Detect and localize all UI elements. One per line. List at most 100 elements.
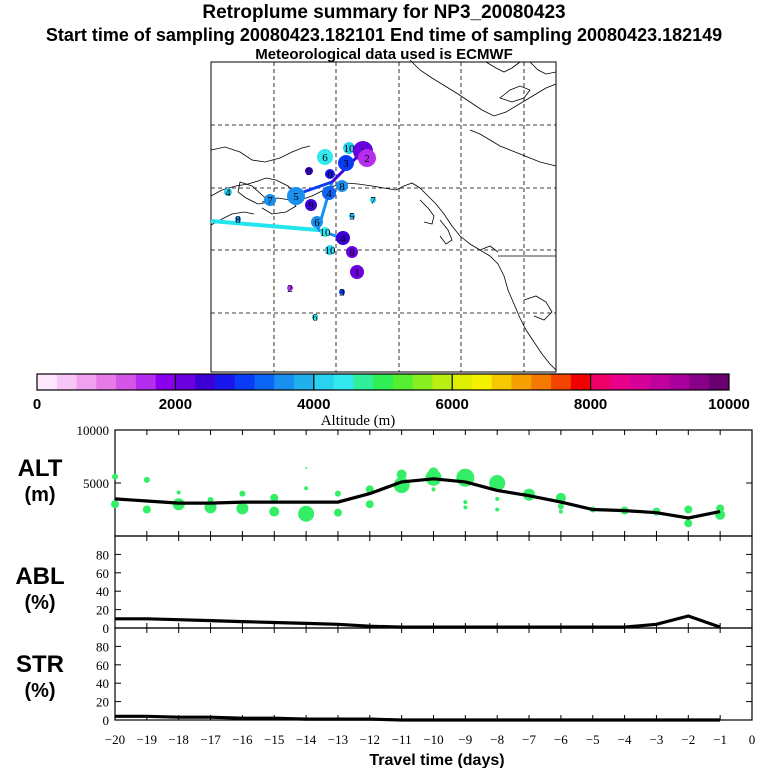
colorbar-cell [649, 374, 671, 390]
colorbar-cell [135, 374, 157, 390]
plume-marker-label: 2 [364, 153, 370, 165]
str-line [115, 714, 721, 722]
plume-marker [370, 197, 376, 203]
alt-scatter-point [143, 476, 150, 483]
plume-path-west [210, 219, 319, 232]
colorbar-cell [56, 374, 78, 390]
colorbar-cell [373, 374, 394, 390]
colorbar-cell [195, 374, 216, 390]
colorbar-cell [412, 374, 433, 390]
alt-y-ticks: 10000 5000 [77, 423, 753, 536]
plume-marker-label: 6 [322, 152, 328, 164]
alt-scatter-point [112, 473, 118, 480]
y-tick-label: 60 [96, 566, 109, 581]
x-tick-label: −20 [105, 732, 125, 747]
colorbar-cell [630, 374, 651, 390]
plume-marker [336, 180, 348, 192]
colorbar-cell [551, 374, 572, 390]
abl-label-unit: (%) [24, 592, 55, 614]
plume-marker [312, 314, 318, 320]
met-data-note: Meteorological data used is ECMWF [255, 46, 513, 63]
plume-marker-label: 5 [293, 191, 299, 203]
alt-scatter-point [176, 490, 181, 495]
plume-marker-label: 6 [314, 217, 320, 229]
alt-label-unit: (m) [24, 484, 55, 506]
x-tick-label: −8 [490, 732, 504, 747]
colorbar-cell [610, 374, 631, 390]
plume-marker [349, 213, 355, 219]
plume-marker [322, 186, 336, 200]
alt-scatter-point [431, 487, 436, 492]
plume-marker [305, 167, 313, 175]
colorbar-cell [432, 374, 453, 390]
alt-scatter-point [239, 490, 246, 497]
plume-marker-label: 7 [267, 195, 273, 207]
x-tick-label: −1 [713, 732, 727, 747]
map-coastlines [210, 59, 557, 371]
plume-marker [317, 149, 333, 165]
x-tick-label: −19 [137, 732, 157, 747]
x-tick-label: −9 [458, 732, 472, 747]
y-tick-label: 60 [96, 658, 109, 673]
colorbar-cell [155, 374, 176, 390]
colorbar-cell [254, 374, 275, 390]
plume-marker-label: 0 [327, 169, 333, 181]
colorbar-cell [37, 374, 58, 390]
plume-marker-label: 3 [343, 158, 349, 170]
plume-marker [325, 245, 335, 255]
colorbar-tick-label: 0 [33, 396, 41, 413]
colorbar-tick-label: 6000 [436, 396, 469, 413]
alt-scatter-point [495, 496, 500, 501]
plume-marker-label: 8 [349, 247, 355, 259]
plume-marker-label: 5 [349, 211, 355, 223]
plume-marker [338, 155, 354, 171]
alt-scatter-point [489, 475, 506, 491]
altitude-colorbar: 0 2000 4000 6000 8000 10000 Altitude (m) [33, 373, 750, 429]
alt-scatter-point [463, 500, 468, 505]
x-axis-label: Travel time (days) [369, 752, 504, 768]
colorbar-cell [76, 374, 97, 390]
alt-median-line [114, 477, 721, 520]
colorbar-cell [392, 374, 414, 390]
x-tick-label: −4 [618, 732, 632, 747]
map-frame [210, 61, 557, 373]
x-tick-label: −6 [554, 732, 568, 747]
plume-marker-label: 9 [306, 166, 312, 178]
y-tick-label: 0 [103, 713, 110, 728]
plume-marker [350, 265, 364, 279]
alt-scatter-point [396, 469, 407, 480]
x-tick-label: −3 [650, 732, 664, 747]
chart-title: Retroplume summary for NP3_20080423 [202, 2, 566, 23]
plume-marker-label: 10 [320, 227, 332, 239]
plume-marker-label: 8 [339, 181, 345, 193]
alt-scatter-point [304, 486, 309, 491]
x-tick-label: −16 [232, 732, 253, 747]
colorbar-cell [116, 374, 137, 390]
plume-marker [311, 216, 323, 228]
alt-scatter-point [269, 506, 280, 517]
colorbar-tick-label: 8000 [574, 396, 607, 413]
colorbar-cell [313, 374, 335, 390]
x-tick-label: −13 [328, 732, 348, 747]
x-tick-label: −14 [296, 732, 317, 747]
abl-line [115, 614, 721, 629]
panel-alt: 10000 5000 ALT (m) [18, 423, 753, 537]
plume-marker [336, 231, 350, 245]
alt-scatter-points [111, 467, 726, 528]
plume-marker-label: 8 [235, 214, 241, 226]
colorbar-cell [689, 374, 710, 390]
plume-markers: 1012360845974957861048101236 [224, 141, 376, 324]
abl-label-top: ABL [15, 563, 64, 590]
plume-marker [224, 188, 232, 196]
colorbar-cell [709, 374, 730, 390]
map-panel: 1012360845974957861048101236 [210, 59, 557, 373]
y-tick-label: 40 [96, 584, 109, 599]
alt-scatter-point [495, 507, 500, 512]
colorbar-cell [531, 374, 552, 390]
colorbar-cell [294, 374, 315, 390]
colorbar-cell [590, 374, 611, 390]
plume-marker-label: 1 [354, 267, 360, 279]
colorbar-cell [491, 374, 513, 390]
alt-scatter-point [558, 509, 563, 514]
